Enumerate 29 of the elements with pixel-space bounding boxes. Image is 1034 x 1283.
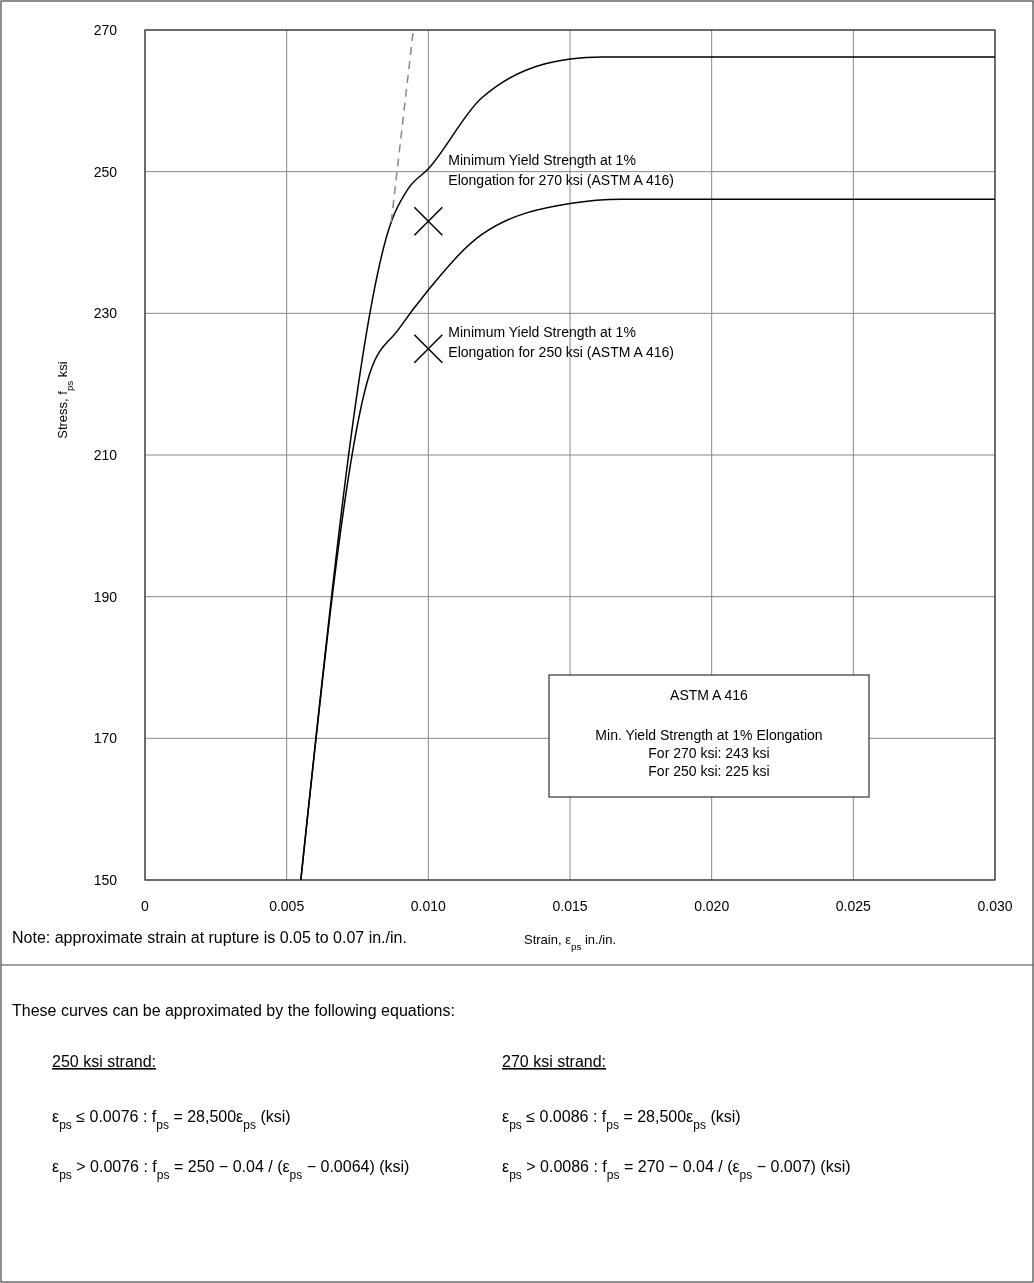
x-tick-label: 0 [141, 898, 150, 914]
y-tick-label: 150 [93, 872, 118, 888]
y-tick-label: 170 [93, 730, 118, 747]
x-axis-title: Strain, ε$_{ps}$ in./in. [524, 932, 616, 952]
text: 250 ksi strand: [52, 1053, 157, 1070]
x-tick-label: 0.010 [410, 898, 447, 914]
annotation: ASTM A 416 [670, 687, 749, 703]
y-tick-label: 270 [93, 22, 118, 38]
text: Note: approximate strain at rupture is 0.05 to 0.07 in./in. [12, 929, 407, 946]
annotation: Minimum Yield Strength at 1% Elongation for 270 ksi (ASTM A 416) [448, 152, 675, 189]
x-tick-label: 0.020 [694, 898, 730, 914]
y-tick-label: 250 [93, 163, 118, 180]
text: 270 ksi strand: [502, 1053, 607, 1070]
y-tick-label: 210 [93, 447, 118, 463]
annotation: For 270 ksi: 243 ksi [648, 745, 770, 761]
text: ε$_{ps}$ > 0.0076 : f$_{ps}$ = 250 − 0.04 / (ε$_{ps}$ − 0.0064) (ksi) [52, 1158, 410, 1182]
annotation: For 250 ksi: 225 ksi [648, 763, 770, 779]
x-tick-label: 0.015 [552, 898, 588, 914]
text: ε$_{ps}$ ≤ 0.0086 : f$_{ps}$ = 28,500ε$_{ps}$ (ksi) [502, 1108, 741, 1132]
annotation: Minimum Yield Strength at 1% Elongation for 250 ksi (ASTM A 416) [448, 323, 675, 360]
x-tick-label: 0.025 [835, 898, 872, 914]
y-tick-label: 230 [93, 305, 118, 322]
x-tick-label: 0.030 [977, 898, 1013, 914]
annotation: Min. Yield Strength at 1% Elongation [595, 727, 823, 743]
text: ε$_{ps}$ > 0.0086 : f$_{ps}$ = 270 − 0.04 / (ε$_{ps}$ − 0.007) (ksi) [502, 1158, 851, 1182]
text: ε$_{ps}$ ≤ 0.0076 : f$_{ps}$ = 28,500ε$_{ps}$ (ksi) [52, 1108, 291, 1132]
y-tick-label: 190 [93, 588, 118, 605]
x-tick-label: 0.005 [269, 898, 305, 914]
text: These curves can be approximated by the following equations: [12, 1002, 455, 1019]
